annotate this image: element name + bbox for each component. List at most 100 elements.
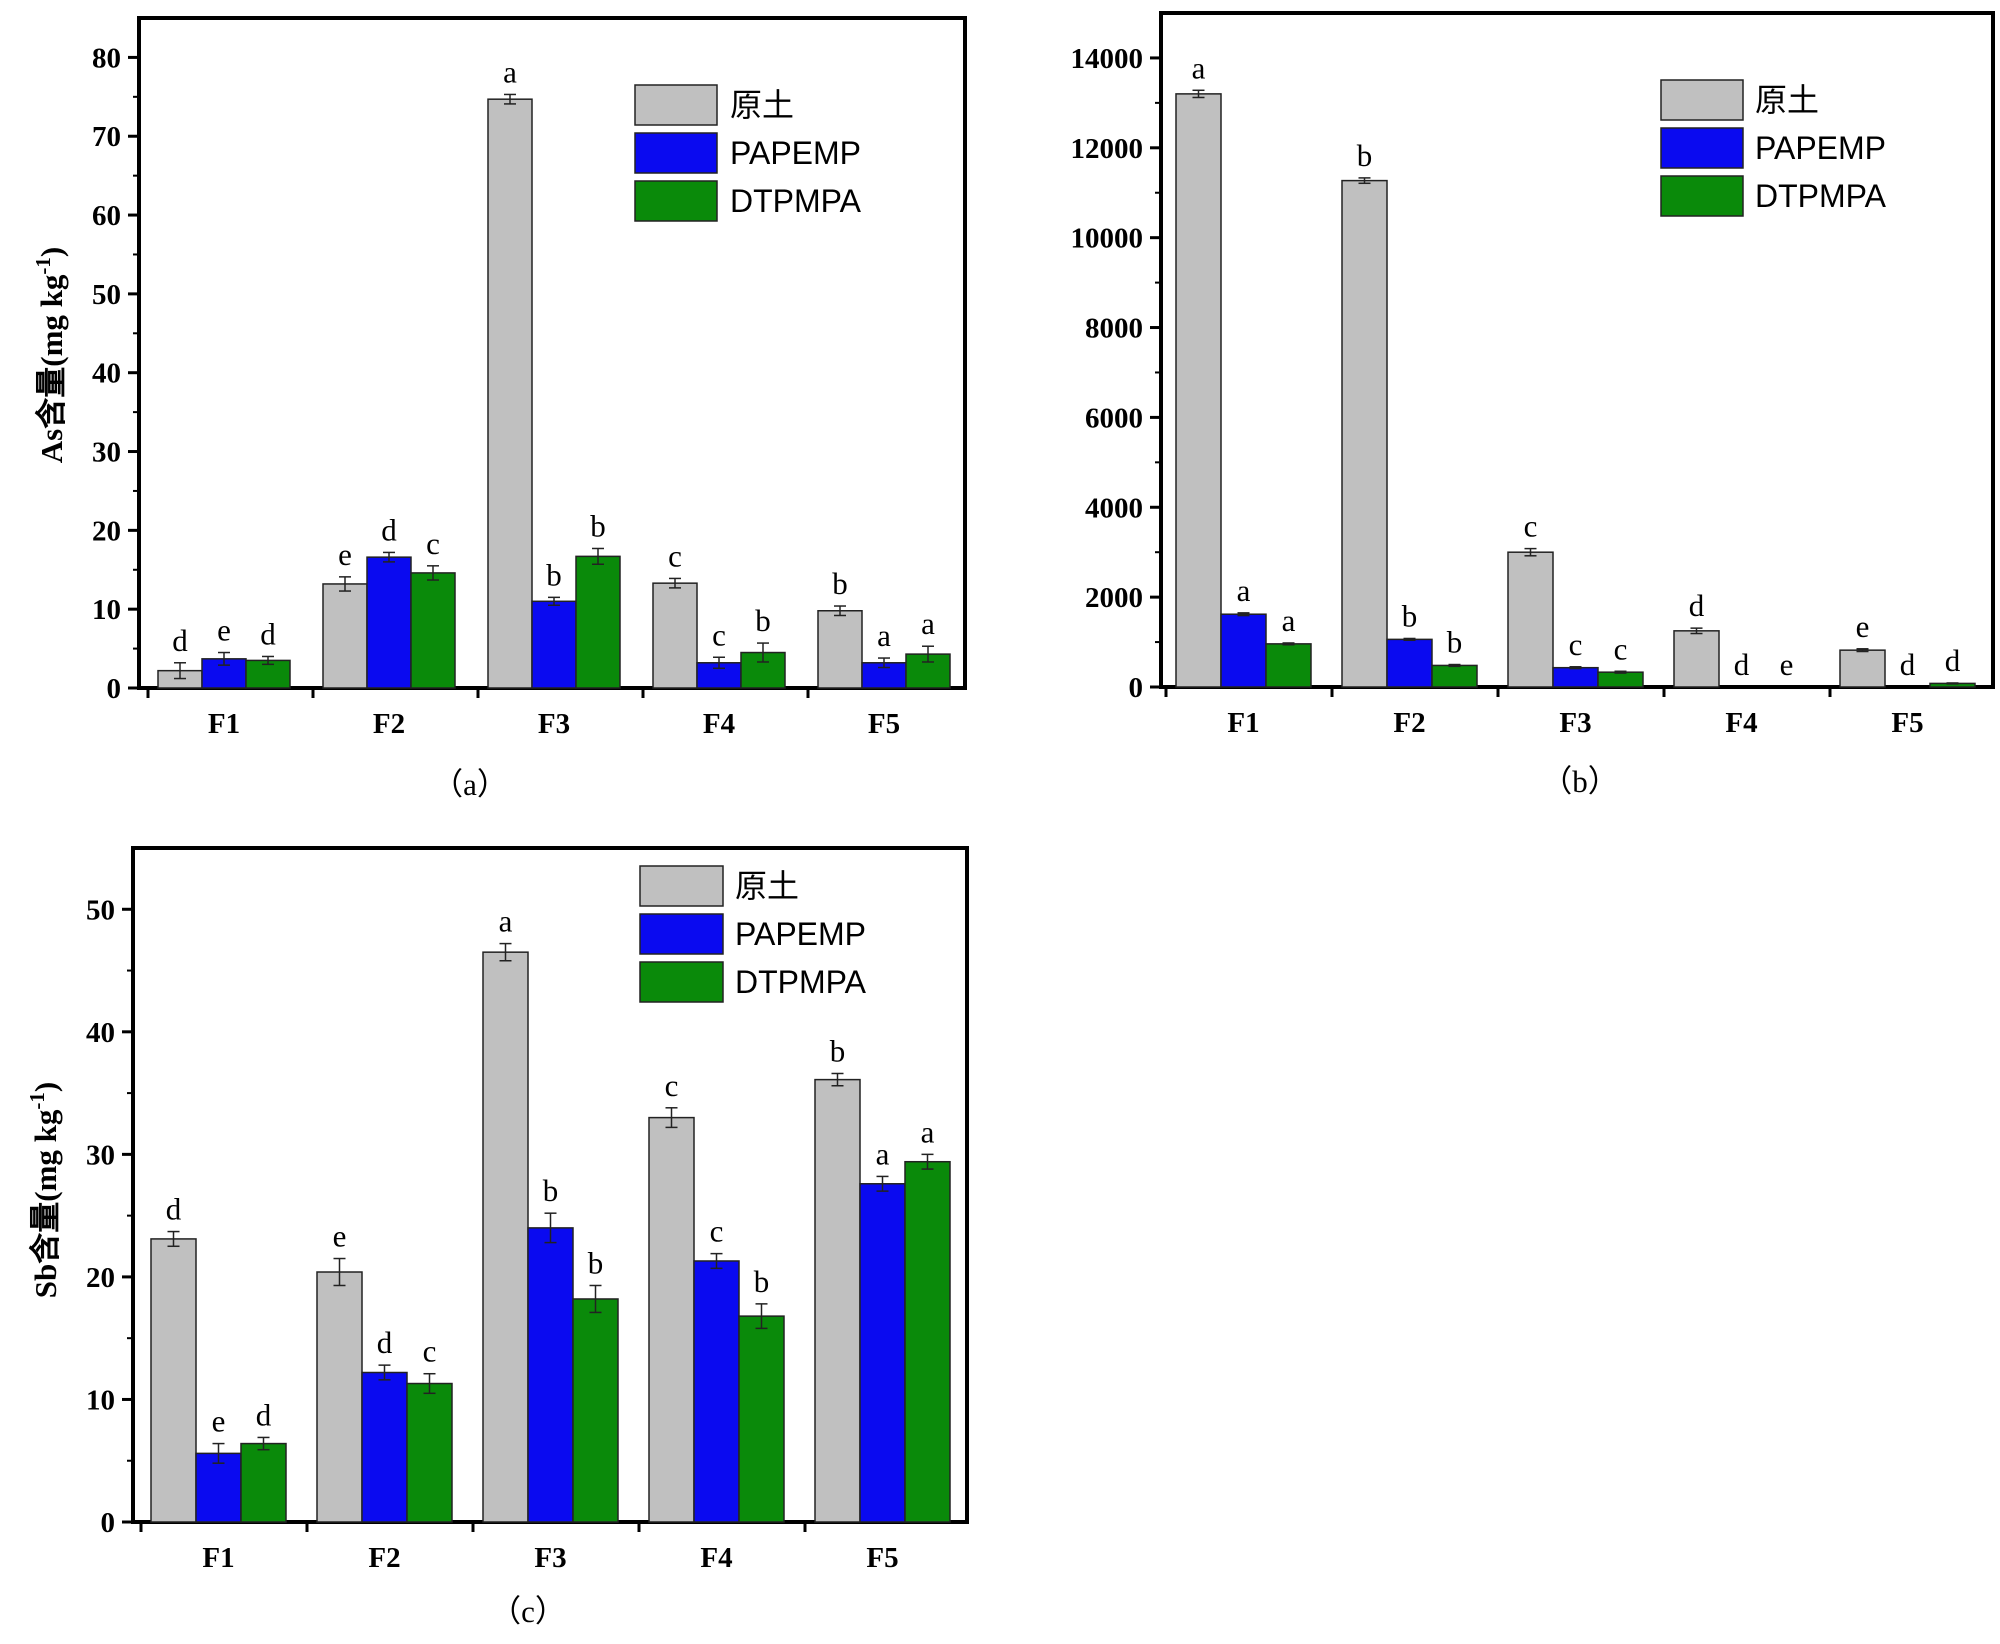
bar-原土-F4 xyxy=(1673,630,1720,688)
y-tick-label: 4000 xyxy=(1085,492,1143,524)
legend-swatch xyxy=(1660,175,1744,217)
y-tick-label: 30 xyxy=(86,1139,115,1171)
legend-label: 原土 xyxy=(735,868,799,904)
significance-letter: b xyxy=(588,1245,604,1280)
y-tick-label: 0 xyxy=(101,1507,116,1539)
x-tick-label: F5 xyxy=(868,708,900,740)
bar-PAPEMP-F2 xyxy=(1386,638,1433,688)
bar-原土-F5 xyxy=(1839,649,1886,688)
significance-letter: b xyxy=(1357,138,1373,173)
y-tick-label: 6000 xyxy=(1085,402,1143,434)
significance-letter: e xyxy=(1856,609,1870,644)
bar-PAPEMP-F4 xyxy=(693,1260,740,1523)
bar-PAPEMP-F3 xyxy=(531,600,577,689)
x-tick-label: F5 xyxy=(1891,707,1923,739)
legend-label: PAPEMP xyxy=(735,916,866,952)
significance-letter: d xyxy=(381,512,397,547)
y-tick-label: 20 xyxy=(92,515,121,547)
significance-letter: a xyxy=(921,1114,935,1149)
y-tick-label: 20 xyxy=(86,1262,115,1294)
bar-原土-F1 xyxy=(150,1238,197,1523)
bar-DTPMPA-F4 xyxy=(738,1315,785,1523)
bar-原土-F3 xyxy=(1507,551,1554,688)
legend-swatch xyxy=(1660,79,1744,121)
significance-letter: c xyxy=(423,1334,437,1369)
legend-swatch xyxy=(639,913,724,955)
legend-swatch xyxy=(634,132,718,174)
bar-PAPEMP-F2 xyxy=(361,1371,408,1523)
bar-PAPEMP-F3 xyxy=(1552,666,1599,688)
significance-letter: d xyxy=(172,623,188,658)
significance-letter: e xyxy=(1780,647,1794,682)
y-tick-label: 0 xyxy=(1129,672,1144,704)
bar-原土-F4 xyxy=(652,582,698,689)
bar-原土-F5 xyxy=(814,1078,861,1523)
significance-letter: b xyxy=(755,603,771,638)
significance-letter: b xyxy=(543,1173,559,1208)
panel-caption: （a） xyxy=(432,767,508,802)
bar-DTPMPA-F1 xyxy=(240,1442,287,1523)
significance-letter: b xyxy=(590,508,606,543)
legend-label: 原土 xyxy=(1755,82,1819,118)
significance-letter: c xyxy=(1524,509,1538,544)
y-tick-label: 2000 xyxy=(1085,582,1143,614)
legend: 原土 PAPEMP DTPMPA xyxy=(639,865,867,1003)
y-tick-label: 60 xyxy=(92,200,121,232)
legend-label: PAPEMP xyxy=(730,135,861,171)
bar-PAPEMP-F1 xyxy=(1220,613,1267,688)
legend-swatch xyxy=(1660,127,1744,169)
significance-letter: d xyxy=(256,1397,272,1432)
significance-letter: b xyxy=(1402,598,1418,633)
significance-letter: c xyxy=(665,1068,679,1103)
legend-swatch xyxy=(639,961,724,1003)
legend-label: DTPMPA xyxy=(735,964,867,1000)
x-tick-label: F1 xyxy=(1227,707,1259,739)
significance-letter: d xyxy=(1734,647,1750,682)
legend-swatch xyxy=(634,180,718,222)
significance-letter: d xyxy=(1945,643,1961,678)
bar-DTPMPA-F2 xyxy=(406,1382,453,1523)
y-tick-label: 14000 xyxy=(1071,43,1144,75)
x-tick-label: F3 xyxy=(534,1542,566,1574)
y-tick-label: 40 xyxy=(86,1017,115,1049)
legend: 原土 PAPEMP DTPMPA xyxy=(1660,79,1887,217)
bar-原土-F2 xyxy=(1341,179,1388,688)
bar-PAPEMP-F2 xyxy=(366,556,412,689)
significance-letter: a xyxy=(503,54,517,89)
legend: 原土 PAPEMP DTPMPA xyxy=(634,84,862,222)
bar-DTPMPA-F3 xyxy=(572,1298,619,1523)
significance-letter: a xyxy=(921,606,935,641)
panel-caption: （c） xyxy=(490,1594,566,1629)
legend-label: PAPEMP xyxy=(1755,130,1886,166)
panel-caption: （b） xyxy=(1541,764,1619,799)
significance-letter: e xyxy=(212,1404,226,1439)
y-tick-label: 50 xyxy=(86,894,115,926)
y-tick-label: 70 xyxy=(92,121,121,153)
bar-原土-F3 xyxy=(487,98,533,689)
bar-DTPMPA-F3 xyxy=(575,555,621,689)
bar-PAPEMP-F3 xyxy=(527,1227,574,1523)
x-tick-label: F4 xyxy=(1725,707,1757,739)
x-tick-label: F3 xyxy=(538,708,570,740)
y-tick-label: 10 xyxy=(86,1384,115,1416)
x-tick-label: F2 xyxy=(1393,707,1425,739)
x-tick-label: F4 xyxy=(703,708,735,740)
chart-panel-b: 0 2000 4000 6000 8000 10000 12000 14000 F1 F2 F3 F4… xyxy=(1071,11,1995,799)
significance-letter: c xyxy=(1569,627,1583,662)
bar-DTPMPA-F2 xyxy=(410,572,456,689)
significance-letter: d xyxy=(377,1325,393,1360)
significance-letter: b xyxy=(832,566,848,601)
x-tick-label: F5 xyxy=(866,1542,898,1574)
legend-swatch xyxy=(639,865,724,907)
x-tick-label: F3 xyxy=(1559,707,1591,739)
bar-原土-F1 xyxy=(1175,93,1222,688)
significance-letter: c xyxy=(1614,631,1628,666)
bar-原土-F4 xyxy=(648,1116,695,1523)
y-tick-label: 8000 xyxy=(1085,313,1143,345)
legend-swatch xyxy=(634,84,718,126)
significance-letter: c xyxy=(668,538,682,573)
significance-letter: d xyxy=(1900,647,1916,682)
significance-letter: c xyxy=(712,617,726,652)
bar-PAPEMP-F5 xyxy=(859,1183,906,1523)
